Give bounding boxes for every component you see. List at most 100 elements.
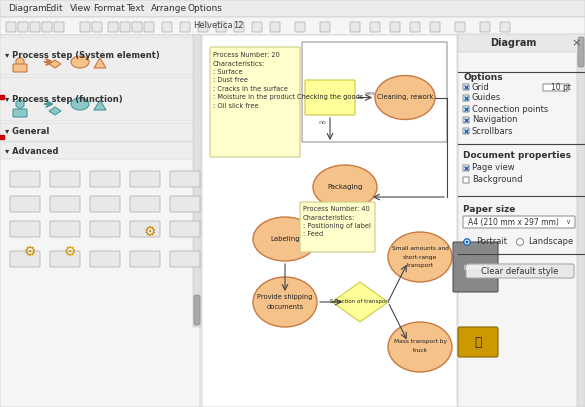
FancyBboxPatch shape bbox=[458, 34, 585, 52]
Text: Grid: Grid bbox=[472, 83, 490, 92]
Text: Document properties: Document properties bbox=[463, 151, 571, 160]
FancyBboxPatch shape bbox=[0, 123, 193, 141]
Text: Landscape: Landscape bbox=[528, 238, 573, 247]
Polygon shape bbox=[16, 99, 24, 109]
Text: Mass transport by: Mass transport by bbox=[394, 339, 446, 344]
FancyBboxPatch shape bbox=[170, 221, 200, 237]
Text: Helvetica: Helvetica bbox=[193, 22, 233, 31]
Text: Clear default style: Clear default style bbox=[481, 267, 559, 276]
Text: truck: truck bbox=[412, 348, 428, 354]
FancyBboxPatch shape bbox=[0, 35, 200, 407]
FancyBboxPatch shape bbox=[458, 327, 498, 357]
Polygon shape bbox=[332, 282, 388, 322]
FancyBboxPatch shape bbox=[370, 22, 380, 32]
Text: Options: Options bbox=[188, 4, 223, 13]
Text: Portrait: Portrait bbox=[476, 238, 507, 247]
FancyBboxPatch shape bbox=[130, 196, 160, 212]
FancyBboxPatch shape bbox=[216, 22, 226, 32]
Text: Paper size: Paper size bbox=[463, 206, 515, 214]
FancyBboxPatch shape bbox=[10, 196, 40, 212]
Text: Guides: Guides bbox=[472, 94, 501, 103]
FancyBboxPatch shape bbox=[13, 109, 27, 117]
FancyBboxPatch shape bbox=[50, 221, 80, 237]
FancyBboxPatch shape bbox=[42, 22, 52, 32]
Ellipse shape bbox=[388, 322, 452, 372]
FancyBboxPatch shape bbox=[194, 295, 200, 325]
Text: 10 pt: 10 pt bbox=[551, 83, 571, 92]
Text: Diagram: Diagram bbox=[490, 38, 536, 48]
FancyBboxPatch shape bbox=[543, 84, 568, 91]
Text: View: View bbox=[70, 4, 91, 13]
FancyBboxPatch shape bbox=[0, 17, 585, 35]
Ellipse shape bbox=[71, 56, 89, 68]
FancyBboxPatch shape bbox=[170, 171, 200, 187]
Ellipse shape bbox=[313, 165, 377, 209]
FancyBboxPatch shape bbox=[390, 22, 400, 32]
Text: Labeling: Labeling bbox=[270, 236, 300, 242]
FancyBboxPatch shape bbox=[234, 22, 244, 32]
Ellipse shape bbox=[253, 277, 317, 327]
FancyBboxPatch shape bbox=[90, 171, 120, 187]
Text: ⚙: ⚙ bbox=[64, 245, 76, 259]
Text: short-range: short-range bbox=[403, 254, 437, 260]
Text: Text: Text bbox=[126, 4, 145, 13]
FancyBboxPatch shape bbox=[18, 22, 28, 32]
FancyBboxPatch shape bbox=[350, 22, 360, 32]
FancyBboxPatch shape bbox=[210, 47, 300, 157]
FancyBboxPatch shape bbox=[130, 171, 160, 187]
FancyBboxPatch shape bbox=[463, 216, 575, 228]
Text: documents: documents bbox=[266, 304, 304, 310]
Ellipse shape bbox=[71, 98, 89, 110]
FancyBboxPatch shape bbox=[108, 22, 118, 32]
FancyBboxPatch shape bbox=[193, 35, 201, 327]
Polygon shape bbox=[49, 60, 61, 68]
FancyBboxPatch shape bbox=[463, 95, 469, 101]
FancyBboxPatch shape bbox=[463, 117, 469, 123]
Text: ⚙: ⚙ bbox=[144, 225, 156, 239]
FancyBboxPatch shape bbox=[295, 22, 305, 32]
Text: transport: transport bbox=[407, 263, 433, 267]
Circle shape bbox=[463, 239, 470, 245]
FancyBboxPatch shape bbox=[578, 37, 584, 67]
Text: Cleaning, rework: Cleaning, rework bbox=[377, 94, 433, 101]
FancyBboxPatch shape bbox=[463, 84, 469, 90]
FancyBboxPatch shape bbox=[6, 22, 16, 32]
Text: yes: yes bbox=[364, 91, 376, 96]
Text: Options: Options bbox=[463, 72, 503, 81]
FancyBboxPatch shape bbox=[270, 22, 280, 32]
FancyBboxPatch shape bbox=[50, 196, 80, 212]
FancyBboxPatch shape bbox=[410, 22, 420, 32]
FancyBboxPatch shape bbox=[10, 221, 40, 237]
FancyBboxPatch shape bbox=[162, 22, 172, 32]
Ellipse shape bbox=[375, 76, 435, 120]
FancyBboxPatch shape bbox=[50, 171, 80, 187]
Text: 12: 12 bbox=[233, 22, 243, 31]
FancyBboxPatch shape bbox=[463, 106, 469, 112]
FancyBboxPatch shape bbox=[430, 22, 440, 32]
FancyBboxPatch shape bbox=[10, 171, 40, 187]
Text: ▾ Advanced: ▾ Advanced bbox=[5, 147, 59, 155]
Text: ▾ Process step (System element): ▾ Process step (System element) bbox=[5, 52, 160, 61]
FancyBboxPatch shape bbox=[198, 22, 208, 32]
Text: Small amounts and: Small amounts and bbox=[391, 247, 449, 252]
FancyBboxPatch shape bbox=[252, 22, 262, 32]
FancyBboxPatch shape bbox=[455, 22, 465, 32]
Text: Navigation: Navigation bbox=[472, 116, 518, 125]
Text: A4 (210 mm x 297 mm): A4 (210 mm x 297 mm) bbox=[467, 217, 559, 227]
FancyBboxPatch shape bbox=[0, 0, 585, 17]
FancyBboxPatch shape bbox=[466, 264, 574, 278]
Polygon shape bbox=[94, 100, 106, 110]
FancyBboxPatch shape bbox=[90, 251, 120, 267]
Polygon shape bbox=[49, 107, 61, 115]
Polygon shape bbox=[16, 57, 24, 67]
Polygon shape bbox=[94, 58, 106, 68]
FancyBboxPatch shape bbox=[80, 22, 90, 32]
Text: Arrange: Arrange bbox=[150, 4, 187, 13]
FancyBboxPatch shape bbox=[500, 22, 510, 32]
Text: ∨: ∨ bbox=[566, 219, 570, 225]
FancyBboxPatch shape bbox=[144, 22, 154, 32]
Text: Selection of transport: Selection of transport bbox=[330, 300, 390, 304]
Text: Format: Format bbox=[94, 4, 125, 13]
FancyBboxPatch shape bbox=[0, 37, 193, 75]
Text: Packaging: Packaging bbox=[328, 184, 363, 190]
